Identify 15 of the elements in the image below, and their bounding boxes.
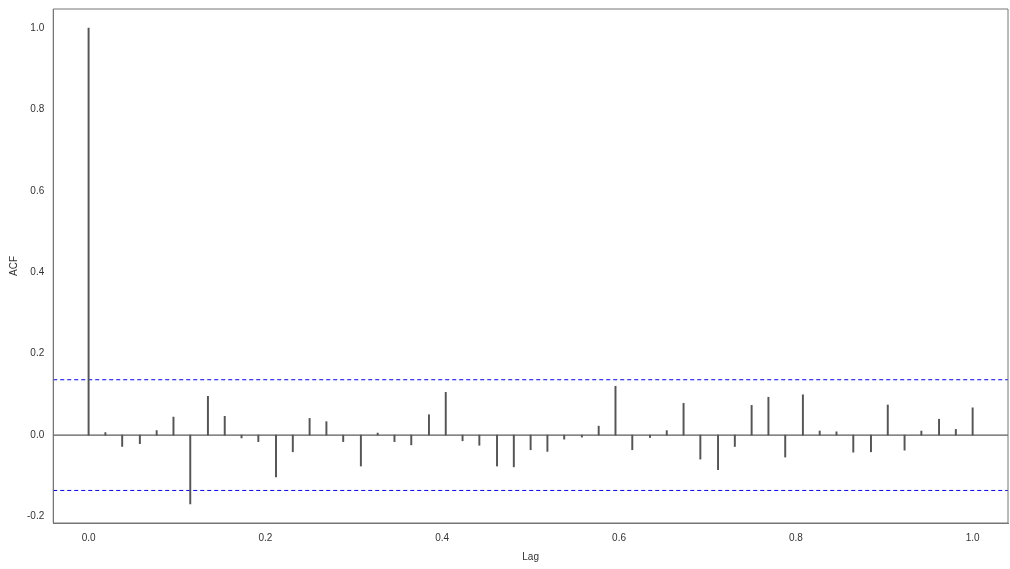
y-tick-label: 1.0 <box>30 21 45 33</box>
y-axis-title: ACF <box>7 256 19 276</box>
x-tick-label: 0.0 <box>81 531 96 543</box>
x-tick-label: 1.0 <box>965 531 981 543</box>
y-tick-label: -0.2 <box>27 510 45 522</box>
y-tick-label: 0.0 <box>30 428 45 440</box>
x-tick-label: 0.4 <box>435 531 450 543</box>
y-tick-label: 0.8 <box>30 103 45 115</box>
y-tick-label: 0.4 <box>30 266 45 278</box>
y-tick-label: 0.2 <box>30 347 45 359</box>
x-axis-title: Lag <box>522 550 539 562</box>
x-tick-label: 0.2 <box>258 531 273 543</box>
x-tick-label: 0.8 <box>788 531 804 543</box>
x-tick-label: 0.6 <box>612 531 627 543</box>
y-tick-label: 0.6 <box>30 184 45 196</box>
